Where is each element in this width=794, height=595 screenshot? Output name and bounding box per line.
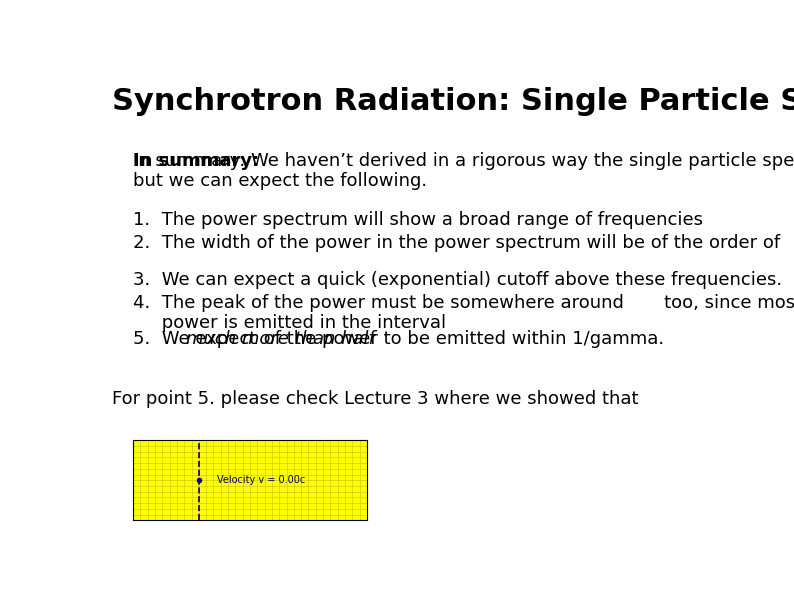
Text: 2.  The width of the power in the power spectrum will be of the order of: 2. The width of the power in the power s… (133, 234, 781, 252)
Text: Synchrotron Radiation: Single Particle Spectrum: Synchrotron Radiation: Single Particle S… (111, 87, 794, 117)
Text: In summary: We haven’t derived in a rigorous way the single particle spectrum ye: In summary: We haven’t derived in a rigo… (133, 152, 794, 190)
Text: For point 5. please check Lecture 3 where we showed that: For point 5. please check Lecture 3 wher… (111, 390, 638, 408)
Text: 3.  We can expect a quick (exponential) cutoff above these frequencies.: 3. We can expect a quick (exponential) c… (133, 271, 782, 289)
Text: Velocity v = 0.00c: Velocity v = 0.00c (218, 475, 306, 486)
Text: In summary:: In summary: (133, 152, 260, 170)
Text: of the power to be emitted within 1/gamma.: of the power to be emitted within 1/gamm… (258, 330, 664, 348)
Text: 1.  The power spectrum will show a broad range of frequencies: 1. The power spectrum will show a broad … (133, 211, 703, 229)
Text: 4.  The peak of the power must be somewhere around       too, since most of the
: 4. The peak of the power must be somewhe… (133, 293, 794, 333)
Text: much more than half: much more than half (186, 330, 375, 348)
Text: 5.  We expect: 5. We expect (133, 330, 262, 348)
